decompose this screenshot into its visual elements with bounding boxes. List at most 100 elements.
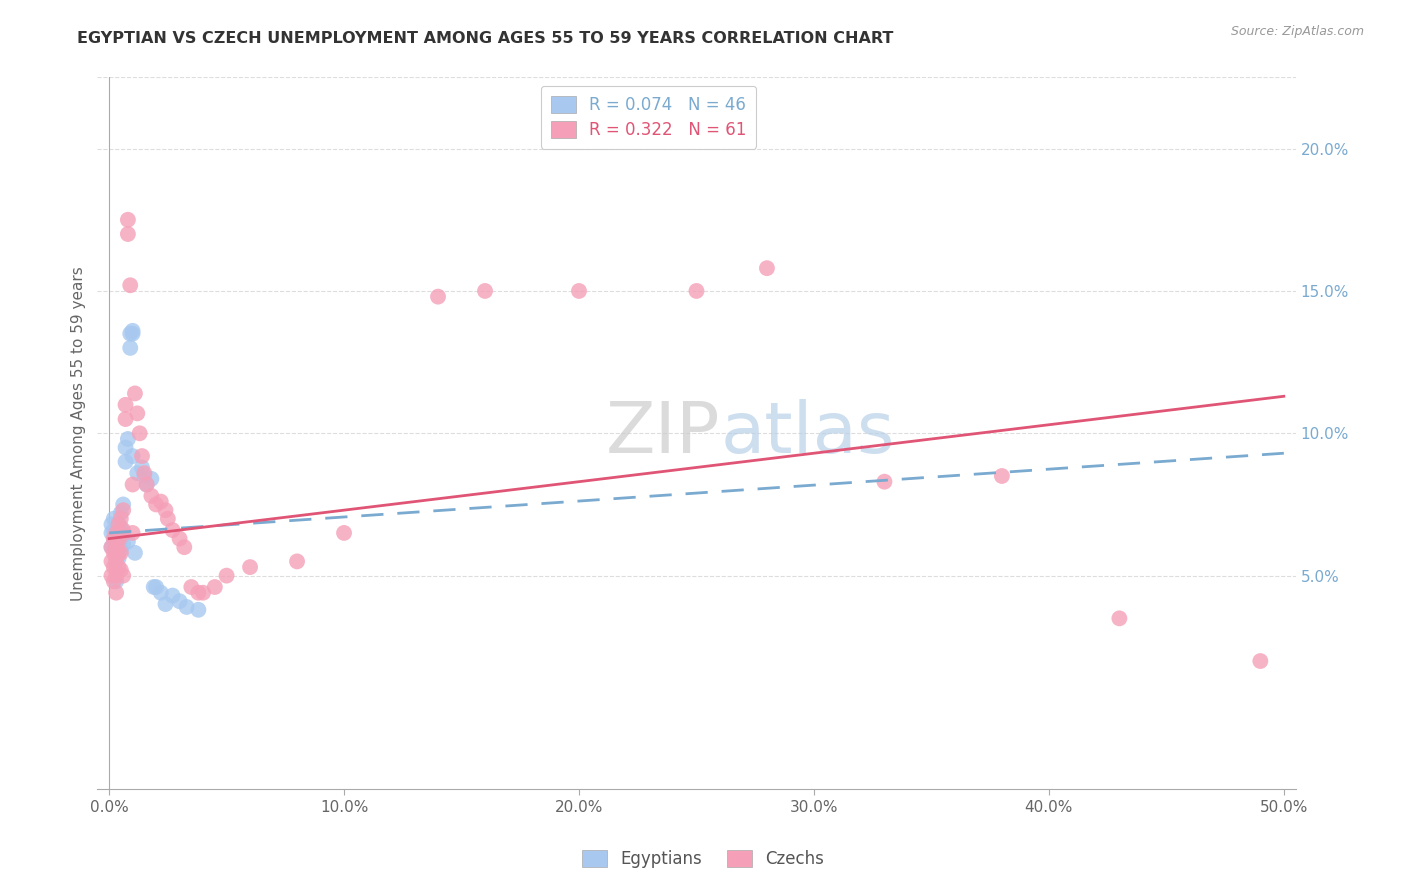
Point [103, 511, 125, 525]
Point [107, 529, 129, 543]
Point [149, 585, 172, 599]
Point [285, 554, 308, 568]
Point [155, 597, 177, 611]
Point [121, 449, 143, 463]
Point [474, 284, 496, 298]
Point [135, 477, 157, 491]
Point [127, 466, 149, 480]
Point [141, 489, 163, 503]
Point [127, 406, 149, 420]
Point [100, 525, 122, 540]
Text: atlas: atlas [720, 399, 894, 467]
Point [427, 290, 450, 304]
Point [162, 523, 184, 537]
Point [103, 532, 125, 546]
Point [112, 523, 135, 537]
Point [131, 449, 153, 463]
Point [145, 580, 167, 594]
Point [204, 580, 226, 594]
Point [169, 594, 191, 608]
Point [105, 525, 128, 540]
Point [121, 324, 143, 338]
Point [239, 560, 262, 574]
Point [169, 532, 191, 546]
Point [120, 278, 142, 293]
Point [107, 517, 129, 532]
Point [121, 525, 143, 540]
Point [103, 574, 125, 589]
Point [112, 568, 135, 582]
Point [107, 534, 129, 549]
Point [141, 472, 163, 486]
Point [117, 212, 139, 227]
Point [100, 554, 122, 568]
Point [110, 546, 132, 560]
Point [103, 537, 125, 551]
Point [100, 517, 122, 532]
Point [112, 503, 135, 517]
Point [121, 477, 143, 491]
Point [105, 534, 128, 549]
Point [107, 540, 129, 554]
Point [107, 546, 129, 560]
Point [105, 585, 128, 599]
Point [1108, 611, 1130, 625]
Text: Source: ZipAtlas.com: Source: ZipAtlas.com [1230, 25, 1364, 38]
Point [134, 469, 156, 483]
Y-axis label: Unemployment Among Ages 55 to 59 years: Unemployment Among Ages 55 to 59 years [72, 266, 86, 600]
Point [162, 589, 184, 603]
Point [215, 568, 238, 582]
Point [110, 506, 132, 520]
Point [100, 568, 122, 582]
Point [100, 540, 122, 554]
Point [873, 475, 896, 489]
Point [105, 525, 128, 540]
Point [155, 503, 177, 517]
Point [107, 517, 129, 532]
Point [114, 398, 136, 412]
Point [114, 455, 136, 469]
Point [131, 460, 153, 475]
Point [105, 546, 128, 560]
Point [110, 532, 132, 546]
Point [112, 537, 135, 551]
Point [103, 560, 125, 574]
Point [105, 574, 128, 589]
Point [685, 284, 707, 298]
Point [103, 523, 125, 537]
Text: ZIP: ZIP [606, 399, 720, 467]
Point [110, 543, 132, 558]
Point [180, 580, 202, 594]
Point [112, 525, 135, 540]
Point [105, 540, 128, 554]
Point [105, 551, 128, 566]
Point [117, 534, 139, 549]
Point [105, 568, 128, 582]
Text: EGYPTIAN VS CZECH UNEMPLOYMENT AMONG AGES 55 TO 59 YEARS CORRELATION CHART: EGYPTIAN VS CZECH UNEMPLOYMENT AMONG AGE… [77, 31, 894, 46]
Point [1249, 654, 1271, 668]
Point [187, 603, 209, 617]
Point [191, 585, 214, 599]
Point [120, 326, 142, 341]
Point [117, 432, 139, 446]
Point [117, 227, 139, 241]
Point [128, 426, 150, 441]
Point [110, 520, 132, 534]
Point [110, 563, 132, 577]
Point [120, 341, 142, 355]
Point [755, 261, 778, 276]
Point [100, 540, 122, 554]
Point [114, 441, 136, 455]
Point [105, 554, 128, 568]
Point [145, 498, 167, 512]
Point [991, 469, 1014, 483]
Point [135, 477, 157, 491]
Point [156, 511, 179, 525]
Point [333, 525, 356, 540]
Point [124, 546, 146, 560]
Point [112, 498, 135, 512]
Point [114, 412, 136, 426]
Point [124, 386, 146, 401]
Legend: Egyptians, Czechs: Egyptians, Czechs [575, 843, 831, 875]
Point [568, 284, 591, 298]
